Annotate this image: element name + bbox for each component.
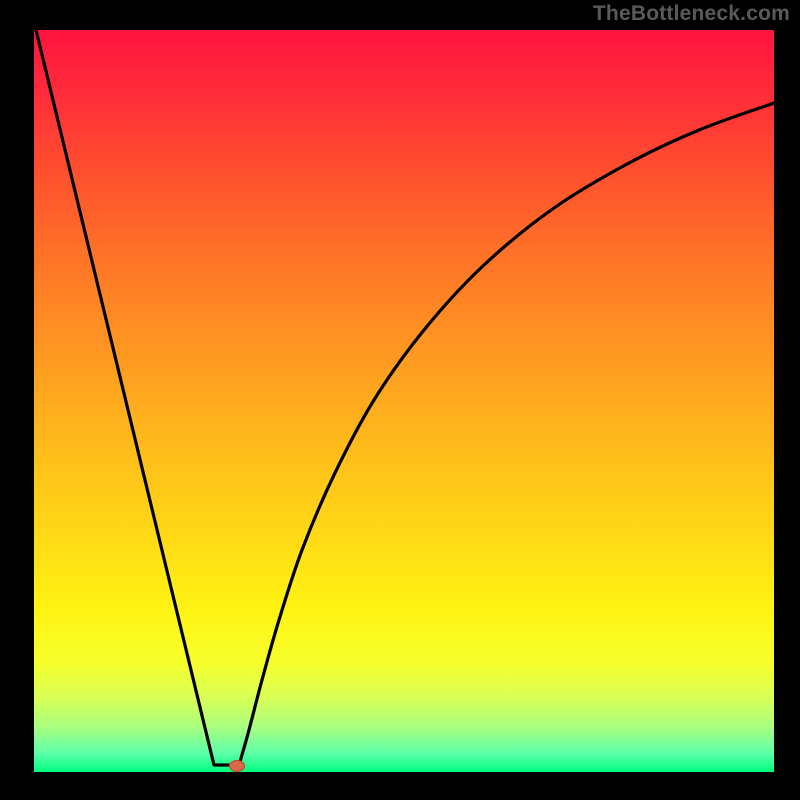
- optimal-point-marker: [229, 760, 245, 772]
- bottleneck-curve: [34, 30, 774, 772]
- curve-path: [36, 30, 774, 765]
- chart-container: TheBottleneck.com: [0, 0, 800, 800]
- watermark-text: TheBottleneck.com: [593, 2, 790, 26]
- plot-area: [34, 30, 774, 772]
